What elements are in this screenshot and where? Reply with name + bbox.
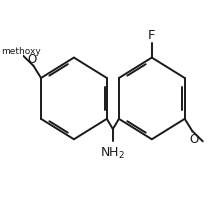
Text: methoxy: methoxy <box>1 46 41 55</box>
Text: O: O <box>27 53 36 65</box>
Text: NH$_2$: NH$_2$ <box>100 146 125 161</box>
Text: O: O <box>190 132 199 145</box>
Text: F: F <box>148 29 156 42</box>
